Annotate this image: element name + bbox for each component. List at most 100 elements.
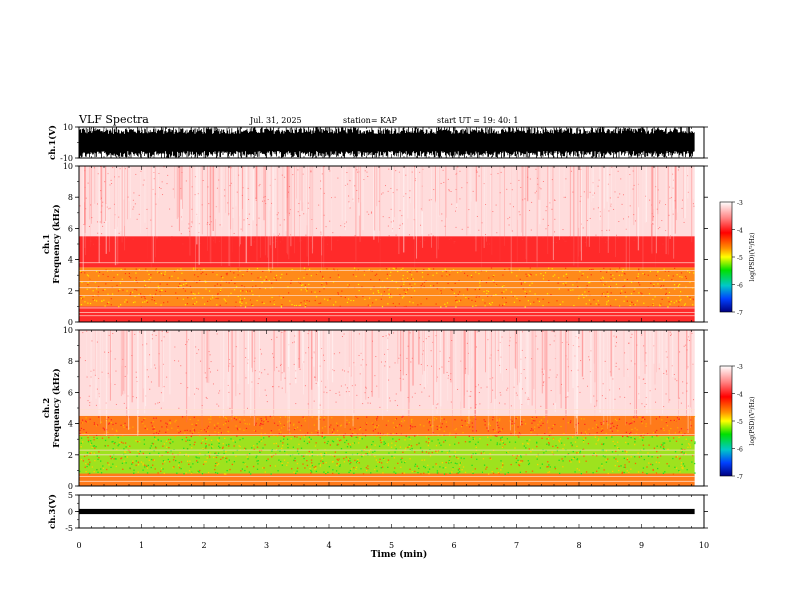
spectrogram-speckle <box>88 464 91 466</box>
spectrogram-speckle <box>329 170 331 172</box>
spectrogram-speckle <box>650 282 652 284</box>
spectrogram-speckle <box>86 421 88 423</box>
spectrogram-speckle <box>468 441 470 443</box>
spectrogram-speckle <box>249 290 251 292</box>
spectrogram-speckle <box>527 300 529 302</box>
ch3-waveform-trace <box>79 508 695 515</box>
spectrogram-speckle <box>685 344 687 346</box>
spectrogram-speckle <box>510 419 512 421</box>
spectrogram-speckle <box>448 462 450 464</box>
spectrogram-speckle <box>677 284 679 286</box>
spectrogram-speckle <box>590 274 592 276</box>
spectrogram-speckle <box>642 416 644 418</box>
spectrogram-speckle <box>658 461 660 464</box>
spectrogram-speckle <box>198 349 200 351</box>
spectrogram-speckle <box>517 426 519 428</box>
spectrogram-speckle <box>230 182 232 184</box>
spectrogram-speckle <box>279 416 282 419</box>
spectrogram-speckle <box>209 452 211 454</box>
spectrogram-speckle <box>615 337 617 339</box>
spectrogram-speckle <box>674 288 676 290</box>
spectrogram-speckle <box>407 446 409 449</box>
spectrogram-speckle <box>626 458 628 461</box>
spectrogram-speckle <box>256 299 258 302</box>
spectrogram-speckle <box>196 457 198 459</box>
spectrogram-speckle <box>202 271 204 273</box>
spectrogram-speckle <box>105 420 108 422</box>
spectrogram-speckle <box>222 277 224 279</box>
spectrogram-speckle <box>137 464 140 466</box>
spectrogram-speckle <box>577 285 579 288</box>
spectrogram-speckle <box>524 198 526 200</box>
spectrogram-speckle <box>235 455 237 457</box>
spectrogram-speckle <box>614 445 616 447</box>
spectrogram-speckle <box>516 275 518 277</box>
colorbar-tick-label: -5 <box>737 255 743 262</box>
spectrogram-speckle <box>534 426 536 428</box>
spectrogram-speckle <box>390 187 392 189</box>
spectrogram-speckle <box>356 394 358 396</box>
spectrogram-speckle <box>610 205 612 207</box>
spectrogram-speckle <box>296 462 299 465</box>
spectrogram-speckle <box>352 198 354 200</box>
spectrogram-speckle <box>333 353 335 355</box>
spectrogram-speckle <box>217 439 219 441</box>
spectrogram-speckle <box>524 392 526 394</box>
spectrogram-speckle <box>475 346 477 348</box>
spectrogram-speckle <box>640 292 642 294</box>
spectrogram-speckle <box>441 450 443 453</box>
spectrogram-speckle <box>479 280 481 282</box>
spectrogram-speckle <box>138 293 140 295</box>
x-tick-label: 8 <box>576 541 581 550</box>
spectrogram-speckle <box>398 303 400 305</box>
spectrogram-speckle <box>524 423 527 425</box>
spectrogram-speckle <box>167 429 169 431</box>
spectrogram-speckle <box>562 466 564 468</box>
spectrogram-speckle <box>422 341 424 343</box>
spectrogram-speckle <box>690 439 693 442</box>
spectrogram-speckle <box>463 457 465 460</box>
spectrogram-speckle <box>122 435 124 437</box>
spectrogram-speckle <box>431 440 433 442</box>
spectrogram-speckle <box>95 238 97 240</box>
spectrogram-speckle <box>265 459 268 462</box>
spectrogram-speckle <box>142 452 145 455</box>
y-tick-label: 10 <box>63 162 73 171</box>
spectrogram-speckle <box>579 450 581 452</box>
spectrogram-speckle <box>567 437 569 440</box>
spectrogram-speckle <box>295 403 297 405</box>
spectrogram-speckle <box>135 460 137 462</box>
spectrogram-speckle <box>520 460 522 462</box>
spectrogram-speckle <box>324 298 326 300</box>
spectrogram-speckle <box>323 238 325 240</box>
spectrogram-speckle <box>603 284 605 286</box>
spectrogram-speckle <box>340 439 342 441</box>
spectrogram-speckle <box>89 278 91 280</box>
spectrogram-speckle <box>325 452 327 454</box>
spectrogram-speckle <box>536 445 538 448</box>
spectrogram-speckle <box>396 189 398 191</box>
spectrogram-speckle <box>507 471 509 474</box>
spectrogram-speckle <box>208 351 210 353</box>
spectrogram-speckle <box>520 456 522 458</box>
spectrogram-speckle <box>337 292 339 294</box>
spectrogram-speckle <box>478 273 480 275</box>
spectrogram-speckle <box>562 418 564 420</box>
spectrogram-speckle <box>577 386 579 388</box>
spectrogram-speckle <box>315 227 317 229</box>
spectrogram-speckle <box>491 470 493 473</box>
spectrogram-speckle <box>227 430 229 433</box>
spectrogram-speckle <box>323 166 325 168</box>
spectrogram-speckle <box>610 274 612 276</box>
spectrogram-speckle <box>490 267 493 269</box>
spectrogram-speckle <box>96 221 98 223</box>
spectrogram-speckle <box>371 391 373 393</box>
spectrogram-speckle <box>359 426 361 429</box>
spectrogram-speckle <box>365 423 368 426</box>
spectrogram-speckle <box>516 394 518 396</box>
spectrogram-speckle <box>226 457 228 459</box>
spectrogram-speckle <box>205 447 207 449</box>
spectrogram-speckle <box>686 390 688 392</box>
spectrogram-speckle <box>572 289 574 291</box>
